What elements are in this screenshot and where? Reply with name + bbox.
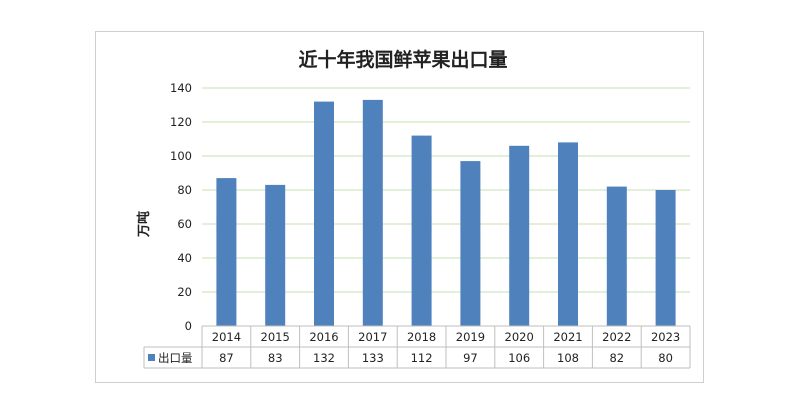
x-tick-label: 2020 (505, 330, 534, 344)
bar-2021 (558, 142, 578, 326)
bar-2018 (411, 135, 432, 326)
y-tick-label: 140 (170, 81, 192, 95)
data-table-value: 87 (219, 351, 234, 365)
x-tick-label: 2014 (212, 330, 241, 344)
legend-swatch (148, 354, 155, 361)
data-table: 2014 2015 2016 2017 2018 2019 2020 2021 2022 2023… (143, 325, 691, 369)
data-table-value: 133 (362, 351, 384, 365)
bar-2017 (362, 99, 383, 327)
x-tick-label: 2021 (553, 330, 582, 344)
y-tick-label: 20 (177, 285, 192, 299)
x-tick-label: 2018 (407, 330, 436, 344)
legend-series-name: 出口量 (158, 351, 193, 365)
data-table-value: 97 (463, 351, 478, 365)
y-tick-label: 0 (185, 319, 192, 333)
bar-2020 (509, 145, 530, 326)
chart-title: 近十年我国鲜苹果出口量 (298, 48, 507, 71)
x-tick-label: 2023 (651, 330, 680, 344)
y-axis-ticks: 0 20 40 60 80 100 120 140 (170, 81, 192, 333)
data-table-value: 82 (609, 351, 624, 365)
x-tick-label: 2022 (602, 330, 631, 344)
bar-2014 (216, 178, 237, 326)
bar-2015 (265, 184, 286, 326)
bar-2019 (460, 161, 481, 326)
chart-frame: 近十年我国鲜苹果出口量 万吨 0 20 40 60 80 100 120 140 2014 20… (95, 31, 704, 383)
data-table-value: 83 (268, 351, 283, 365)
bar-2023 (655, 190, 676, 326)
data-table-value: 108 (557, 351, 579, 365)
y-tick-label: 120 (170, 115, 192, 129)
data-table-value: 106 (508, 351, 530, 365)
data-table-value: 132 (313, 351, 335, 365)
bars (216, 99, 676, 327)
x-tick-label: 2017 (358, 330, 387, 344)
bar-2016 (314, 101, 334, 326)
y-tick-label: 60 (177, 217, 192, 231)
y-tick-label: 80 (177, 183, 192, 197)
y-tick-label: 100 (170, 149, 192, 163)
data-table-value: 112 (411, 351, 433, 365)
x-tick-label: 2015 (261, 330, 290, 344)
x-tick-label: 2019 (456, 330, 485, 344)
y-axis-label: 万吨 (136, 211, 152, 238)
x-tick-label: 2016 (309, 330, 338, 344)
y-tick-label: 40 (177, 251, 192, 265)
data-table-value: 80 (658, 351, 673, 365)
bar-2022 (606, 186, 627, 326)
